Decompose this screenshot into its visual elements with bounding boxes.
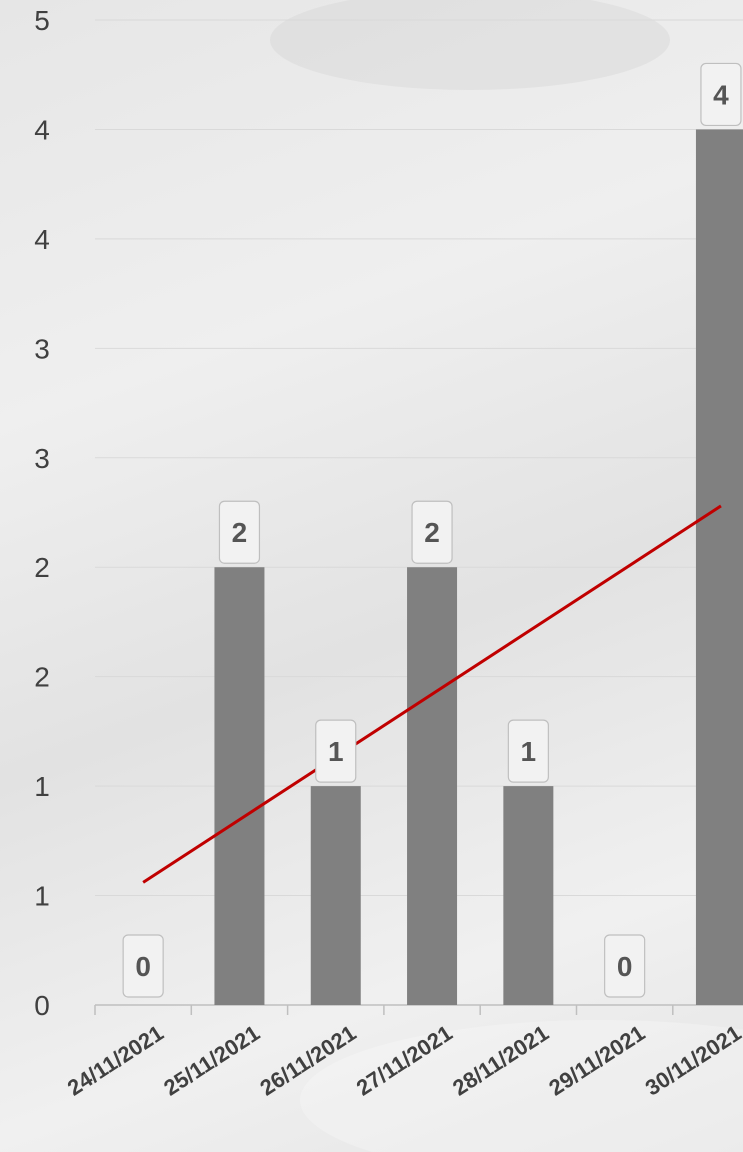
data-label: 0 xyxy=(122,934,164,998)
bar xyxy=(503,786,554,1005)
y-tick-label: 1 xyxy=(34,881,50,912)
data-label-box xyxy=(411,500,453,564)
background-texture xyxy=(270,0,743,1152)
bar xyxy=(214,567,265,1005)
data-label: 2 xyxy=(218,500,261,564)
y-tick-label: 4 xyxy=(34,224,50,255)
x-tick-label: 25/11/2021 xyxy=(159,1020,264,1100)
y-tick-label: 2 xyxy=(34,552,50,583)
data-label-text: 1 xyxy=(521,736,537,767)
y-tick-label: 4 xyxy=(34,114,50,145)
data-label-box xyxy=(122,934,164,998)
data-label-text: 4 xyxy=(713,79,729,110)
data-label: 0 xyxy=(604,934,646,998)
data-label: 2 xyxy=(411,500,453,564)
data-label: 1 xyxy=(315,719,357,783)
data-label-text: 1 xyxy=(328,736,344,767)
data-label-text: 0 xyxy=(617,951,633,982)
x-tick-label: 24/11/2021 xyxy=(63,1020,168,1100)
data-label-box xyxy=(604,934,646,998)
data-label-box xyxy=(315,719,357,783)
trendline xyxy=(142,504,722,884)
y-tick-label: 3 xyxy=(34,333,50,364)
bar xyxy=(407,567,458,1005)
data-label-box xyxy=(507,719,549,783)
bar xyxy=(695,129,743,1005)
data-label-box xyxy=(700,62,742,127)
data-label-text: 0 xyxy=(135,951,151,982)
bar xyxy=(310,786,361,1005)
data-label-text: 2 xyxy=(232,517,248,548)
y-tick-label: 3 xyxy=(34,443,50,474)
data-label: 1 xyxy=(507,719,549,783)
y-tick-label: 1 xyxy=(34,771,50,802)
data-label-box xyxy=(218,500,261,564)
data-label-text: 2 xyxy=(424,517,440,548)
data-label: 4 xyxy=(700,62,742,127)
y-tick-label: 5 xyxy=(34,5,50,36)
y-tick-label: 2 xyxy=(34,662,50,693)
y-tick-label: 0 xyxy=(34,990,50,1021)
